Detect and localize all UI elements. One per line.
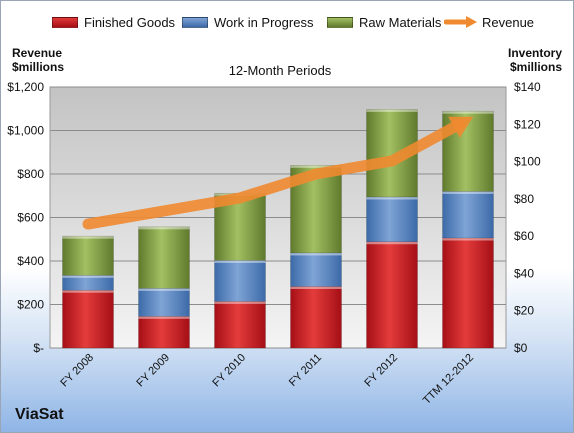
bar-highlight [138,226,190,230]
bar-raw-materials [138,226,190,289]
bar-highlight [290,165,342,168]
bar-highlight [62,275,114,278]
x-tick-label: FY 2009 [134,352,172,390]
bar-highlight [366,196,418,200]
right-axis-title: Inventory $millions [508,46,562,74]
bar-highlight [366,241,418,245]
x-tick-label: TTM 12-2012 [421,352,476,407]
bar-finished-goods [290,286,342,349]
bar-raw-materials [62,235,114,276]
bar-highlight [442,191,494,194]
bar-highlight [442,111,494,114]
bar-highlight [138,288,190,291]
right-tick-label: $100 [514,155,541,169]
bar-work-in-progress [290,252,342,287]
left-tick-label: $1,200 [7,80,44,94]
revenue-line [82,118,466,230]
bar-highlight [366,109,418,112]
bar-finished-goods [214,301,266,349]
revenue-arrow-icon [444,16,477,28]
left-axis-title: Revenue $millions [12,46,64,74]
left-tick-label: $800 [17,167,44,181]
bar-work-in-progress [214,260,266,302]
left-tick-label: $600 [17,211,44,225]
legend: Finished Goods Work in Progress Raw Mate… [0,0,574,46]
x-tick-label: FY 2010 [210,352,248,390]
right-tick-label: $60 [514,229,534,243]
x-tick-label: FY 2012 [362,352,400,390]
right-tick-label: $40 [514,266,534,280]
bar-highlight [442,238,494,241]
legend-item-work-in-progress: Work in Progress [182,14,313,30]
legend-item-raw-materials: Raw Materials [327,14,441,30]
bar-highlight [214,260,266,263]
right-axis-title-line2: $millions [509,60,562,74]
legend-item-finished-goods: Finished Goods [52,14,175,30]
left-tick-label: $- [33,341,44,355]
right-axis-title-line1: Inventory [507,46,562,60]
x-tick-label: FY 2011 [287,352,324,389]
bar-work-in-progress [442,191,494,239]
bar-highlight [62,290,114,293]
bar-highlight [62,236,114,239]
legend-item-revenue: Revenue [444,14,534,30]
left-tick-label: $1,000 [7,124,44,138]
bar-work-in-progress [138,288,190,317]
bar-work-in-progress [366,196,418,243]
company-name: ViaSat [15,406,64,423]
right-tick-label: $120 [514,117,541,131]
bar-finished-goods [62,289,114,349]
legend-label-finished-goods: Finished Goods [84,14,176,30]
bar-highlight [214,301,266,304]
legend-label-work-in-progress: Work in Progress [214,14,314,30]
left-tick-label: $200 [17,298,44,312]
legend-label-raw-materials: Raw Materials [359,14,442,30]
bar-finished-goods [366,241,418,349]
bar-highlight [290,286,342,289]
right-tick-label: $0 [514,341,528,355]
left-tick-label: $400 [17,254,44,268]
x-tick-label: FY 2008 [58,352,96,390]
raw-materials-swatch [327,16,353,28]
bar-finished-goods [138,316,190,349]
left-axis-title-line2: $millions [12,60,65,74]
chart-title: 12-Month Periods [229,63,332,78]
revenue-arrowhead [448,116,474,138]
bar-finished-goods [442,237,494,349]
right-tick-label: $20 [514,304,534,318]
bar-highlight [290,252,342,256]
right-tick-label: $140 [514,80,541,94]
finished-goods-swatch [52,16,78,28]
work-in-progress-swatch [182,16,208,28]
bar-highlight [138,316,190,319]
left-axis-title-line1: Revenue [12,46,63,60]
legend-label-revenue: Revenue [482,14,535,30]
right-tick-label: $80 [514,192,534,206]
